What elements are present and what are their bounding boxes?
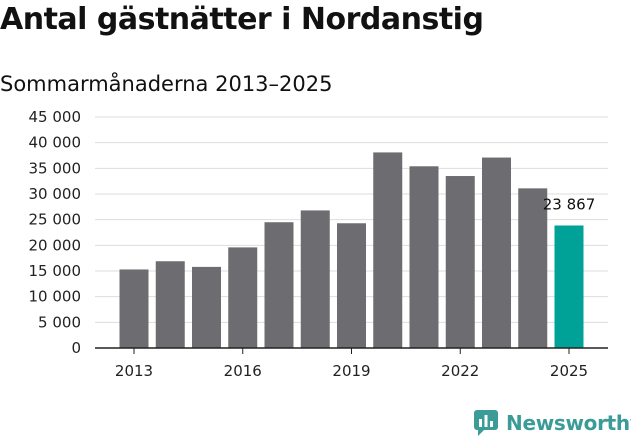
bar-2023 (482, 157, 511, 348)
bar-2020 (373, 152, 403, 348)
bar-2025 (554, 225, 584, 348)
bar-2013 (119, 269, 149, 348)
x-tick-label: 2013 (115, 362, 153, 380)
y-tick-label: 35 000 (29, 159, 82, 177)
bar-2016 (228, 247, 258, 348)
y-tick-label: 25 000 (29, 211, 82, 229)
bar-2018 (300, 210, 330, 348)
chart-title: Antal gästnätter i Nordanstig (0, 2, 484, 37)
bar-2024 (518, 188, 548, 348)
y-tick-label: 30 000 (29, 185, 82, 203)
x-tick-label: 2022 (441, 362, 479, 380)
chart-subtitle: Sommarmånaderna 2013–2025 (0, 72, 333, 96)
bar-2014 (155, 261, 185, 348)
bar-2015 (192, 266, 221, 348)
newsworthy-bar-chart-icon (474, 410, 498, 436)
bar-2022 (445, 176, 475, 348)
newsworthy-logo: Newsworthy (474, 408, 631, 438)
y-tick-label: 40 000 (29, 134, 82, 152)
brand-name: Newsworthy (506, 411, 631, 435)
y-tick-label: 15 000 (29, 262, 82, 280)
bar-2019 (337, 223, 366, 348)
x-tick-label: 2025 (550, 362, 588, 380)
y-tick-label: 10 000 (29, 288, 82, 306)
bar-2017 (264, 222, 294, 348)
data-label: 23 867 (543, 195, 596, 213)
bar-2021 (409, 166, 439, 348)
y-tick-label: 20 000 (29, 236, 82, 254)
y-tick-label: 5 000 (38, 313, 81, 331)
x-tick-label: 2016 (224, 362, 262, 380)
x-tick-label: 2019 (332, 362, 370, 380)
y-tick-label: 0 (71, 339, 81, 357)
y-tick-label: 45 000 (29, 108, 82, 126)
